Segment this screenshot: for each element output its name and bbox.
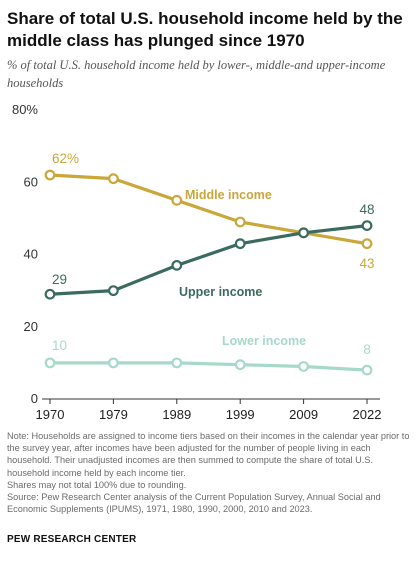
series-label-lower: Lower income: [222, 334, 306, 348]
data-point-lower: [298, 361, 310, 372]
y-tick-label: 20: [24, 319, 38, 334]
end-value-label-middle: 43: [359, 256, 374, 271]
source-text: Source: Pew Research Center analysis of …: [7, 492, 381, 515]
x-tick-label: 2022: [353, 407, 382, 422]
data-point-lower: [234, 359, 246, 371]
chart-notes: Note: Households are assigned to income …: [7, 430, 415, 515]
rounding-note: Shares may not total 100% due to roundin…: [7, 479, 187, 490]
series-line-lower: [48, 361, 369, 372]
data-point-lower: [107, 357, 119, 369]
chart-subtitle: % of total U.S. household income held by…: [7, 58, 386, 90]
data-point-middle: [44, 169, 56, 181]
series-line-upper: [48, 224, 369, 296]
end-value-label-upper: 48: [359, 202, 374, 217]
data-point-middle: [361, 238, 373, 250]
start-value-label-middle: 62%: [52, 151, 79, 166]
data-point-upper: [234, 238, 246, 250]
data-point-lower: [44, 357, 56, 369]
data-point-middle: [171, 194, 183, 206]
x-tick-label: 1989: [162, 407, 191, 422]
y-tick-label: 40: [24, 247, 38, 262]
y-tick-label: 80%: [12, 102, 38, 117]
x-tick-label: 1970: [36, 407, 65, 422]
y-tick-label: 60: [24, 174, 38, 189]
data-point-middle: [107, 173, 119, 185]
x-tick-label: 1999: [226, 407, 255, 422]
y-tick-label: 0: [31, 391, 38, 406]
chart-title: Share of total U.S. household income hel…: [7, 9, 403, 50]
data-point-upper: [44, 288, 56, 300]
pew-brand: PEW RESEARCH CENTER: [7, 534, 137, 545]
data-point-upper: [361, 220, 373, 232]
start-value-label-upper: 29: [52, 272, 67, 287]
x-tick-label: 1979: [99, 407, 128, 422]
end-value-label-lower: 8: [363, 342, 371, 357]
data-point-upper: [171, 259, 183, 271]
start-value-label-lower: 10: [52, 338, 67, 353]
note-text: Note: Households are assigned to income …: [7, 431, 410, 478]
series-line-middle: [48, 173, 369, 246]
data-point-middle: [234, 216, 246, 228]
data-point-upper: [107, 285, 119, 297]
series-label-middle: Middle income: [185, 188, 272, 202]
x-tick-label: 2009: [289, 407, 318, 422]
line-chart: 0 20 40 60 80% 1970 1979 1989 1999 2009 2022 Midd…: [12, 102, 382, 422]
x-axis: 1970 1979 1989 1999 2009 2022: [36, 398, 382, 422]
series-layer: [44, 169, 373, 376]
data-point-lower: [171, 357, 183, 369]
series-label-upper: Upper income: [179, 285, 262, 299]
data-point-lower: [361, 364, 373, 376]
data-point-upper: [298, 227, 310, 239]
label-layer: Middle income 62% 43 Upper income 29 48 Lower …: [52, 151, 375, 357]
y-axis: 0 20 40 60 80%: [12, 102, 38, 406]
